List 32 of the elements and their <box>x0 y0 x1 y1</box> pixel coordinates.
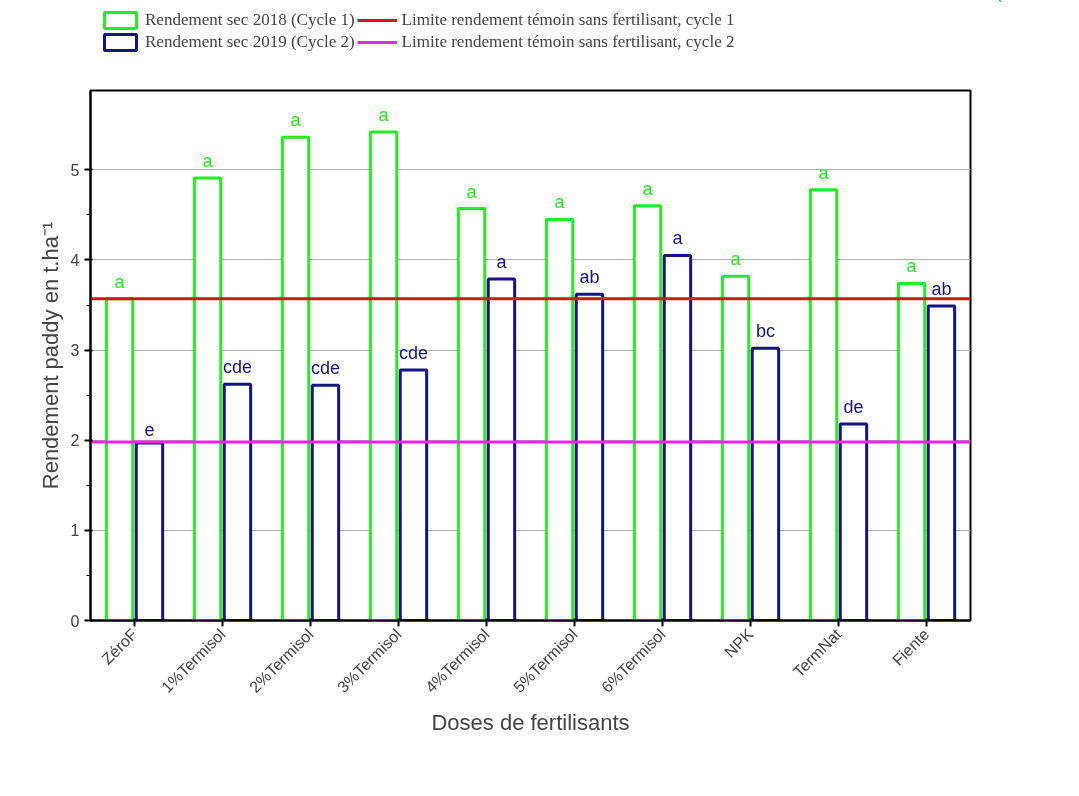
legend-label: Rendement sec 2019 (Cycle 2) <box>145 32 355 52</box>
data-label: a <box>378 104 390 125</box>
data-label: cde <box>310 358 340 379</box>
data-label: a <box>906 256 918 277</box>
data-label: e <box>144 419 155 440</box>
data-label: a <box>730 249 742 270</box>
legend-label: Rendement sec 2018 (Cycle 1) <box>145 10 355 30</box>
data-label: a <box>818 162 830 183</box>
y-tick-label: 3 <box>70 342 80 360</box>
legend-label: Limite rendement témoin sans fertilisant, cycle 2 <box>401 32 735 52</box>
data-label: ab <box>931 278 952 299</box>
data-label: a <box>496 251 508 272</box>
legend-label: Limite rendement témoin sans fertilisant, cycle 1 <box>401 10 735 30</box>
data-label: a <box>466 181 478 202</box>
data-label: a <box>672 228 684 249</box>
data-label: de <box>843 397 864 417</box>
data-label: cde <box>222 357 252 378</box>
y-axis-title: Rendement paddy en t.ha⁻¹ <box>37 221 63 490</box>
data-label: a <box>114 271 126 292</box>
y-tick-label: 4 <box>70 251 80 269</box>
data-label: a <box>202 150 214 171</box>
data-label: bc <box>755 321 775 342</box>
y-tick-label: 5 <box>70 161 80 179</box>
y-tick-label: 0 <box>70 612 80 630</box>
data-label: cde <box>398 342 428 363</box>
data-label: a <box>642 178 654 199</box>
data-label: ab <box>579 267 600 288</box>
data-label: a <box>554 192 566 213</box>
y-tick-label: 1 <box>70 522 80 540</box>
data-label: a <box>290 110 302 131</box>
y-tick-label: 2 <box>70 432 80 450</box>
x-axis-title: Doses de fertilisants <box>431 709 630 735</box>
